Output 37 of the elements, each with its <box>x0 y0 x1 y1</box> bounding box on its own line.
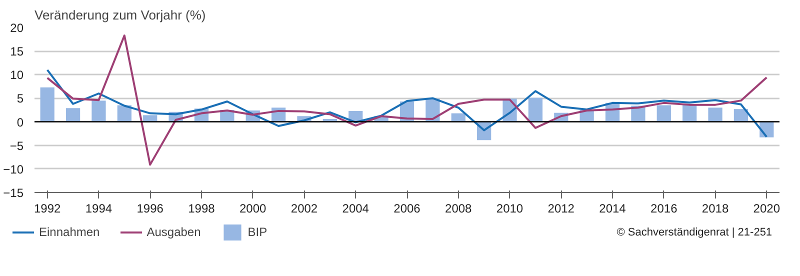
x-tick-label: 2006 <box>394 202 421 216</box>
x-tick-label: 2014 <box>599 202 626 216</box>
bar <box>40 87 54 122</box>
line-series <box>46 68 768 138</box>
y-tick-label: −10 <box>3 162 24 176</box>
y-tick-label: 15 <box>10 44 24 59</box>
bar <box>143 115 158 122</box>
x-tick-label: 2008 <box>445 202 472 216</box>
x-tick-label: 1998 <box>188 202 216 216</box>
y-axis-title: Veränderung zum Vorjahr (%) <box>34 8 206 22</box>
bar <box>528 98 543 122</box>
x-tick-label: 2016 <box>650 202 678 216</box>
x-tick-label: 1996 <box>136 202 164 216</box>
bar <box>66 108 80 122</box>
x-tick-label: 2002 <box>290 202 318 216</box>
y-tick-label: 0 <box>16 115 24 130</box>
y-tick-label: 20 <box>10 21 24 35</box>
legend-label: Einnahmen <box>39 225 100 239</box>
bar <box>708 108 722 122</box>
x-tick-label: 2010 <box>496 202 524 216</box>
y-tick-label: −5 <box>10 138 24 153</box>
x-tick-label: 1994 <box>85 202 112 216</box>
y-tick-label: 5 <box>16 92 24 106</box>
x-tick-label: 2020 <box>753 202 780 216</box>
text: © Sachverständigenrat | 21-251 <box>616 226 772 238</box>
x-tick-label: 2004 <box>342 202 370 216</box>
x-tick-label: 2000 <box>240 202 267 216</box>
y-tick-label: −15 <box>3 186 24 200</box>
legend-label: BIP <box>248 225 268 239</box>
legend-label: Ausgaben <box>146 225 201 239</box>
y-tick-label: 10 <box>10 68 24 82</box>
bar <box>656 105 671 122</box>
x-tick-label: 2018 <box>702 202 729 216</box>
bar <box>92 100 106 122</box>
line-series <box>46 34 768 166</box>
x-tick-label: 2012 <box>548 202 575 216</box>
x-tick-label: 1992 <box>34 202 62 216</box>
